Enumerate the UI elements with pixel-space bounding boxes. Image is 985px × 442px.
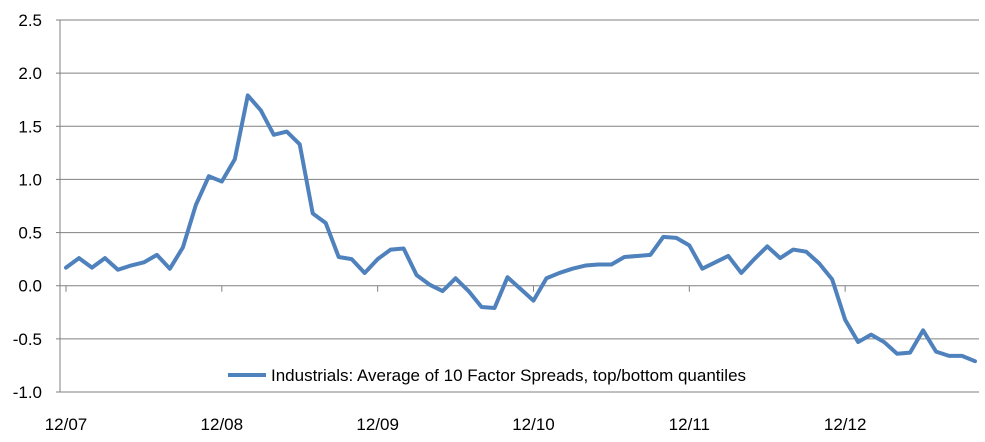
x-tick-label: 12/10 bbox=[512, 415, 555, 434]
y-tick-label: 1.0 bbox=[18, 170, 42, 189]
y-tick-label: 1.5 bbox=[18, 117, 42, 136]
legend-label: Industrials: Average of 10 Factor Spread… bbox=[271, 366, 746, 385]
series-layer bbox=[64, 93, 977, 364]
x-tick-label: 12/07 bbox=[45, 415, 88, 434]
y-axis-tick-labels: 2.5 2.0 1.5 1.0 0.5 0.0 -0.5 -1.0 bbox=[13, 11, 42, 402]
y-tick-label: 2.5 bbox=[18, 11, 42, 30]
x-axis-tick-labels: 12/07 12/08 12/09 12/10 12/11 12/12 bbox=[45, 415, 867, 434]
y-tick-label: -1.0 bbox=[13, 383, 42, 402]
grid-lines bbox=[60, 19, 979, 393]
y-tick-label: 2.0 bbox=[18, 64, 42, 83]
series-line bbox=[64, 93, 977, 364]
y-tick-label: 0.5 bbox=[18, 224, 42, 243]
legend: Industrials: Average of 10 Factor Spread… bbox=[228, 366, 746, 385]
x-tick-label: 12/09 bbox=[356, 415, 399, 434]
x-tick-label: 12/11 bbox=[669, 415, 710, 434]
y-tick-label: -0.5 bbox=[13, 330, 42, 349]
x-tick-label: 12/12 bbox=[824, 415, 867, 434]
y-tick-label: 0.0 bbox=[18, 277, 42, 296]
x-tick-label: 12/08 bbox=[201, 415, 244, 434]
